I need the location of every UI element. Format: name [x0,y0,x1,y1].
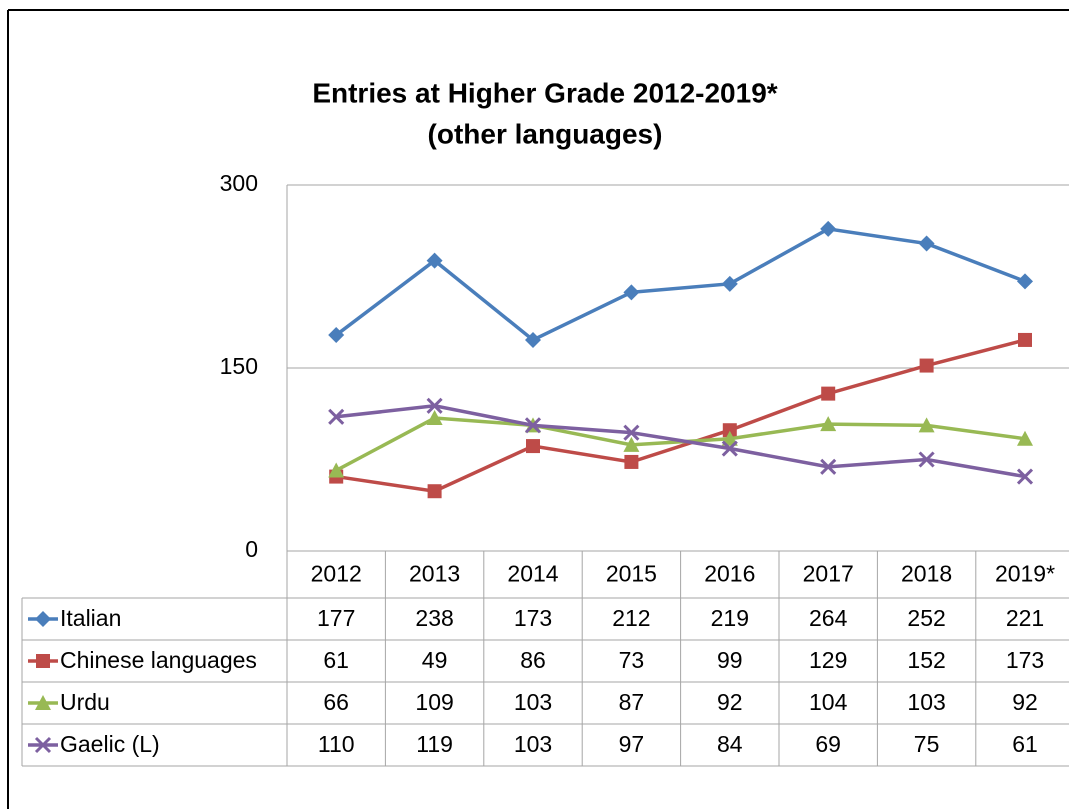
x-tick-label: 2019* [995,561,1055,587]
table-value: 219 [711,605,749,631]
marker [918,451,935,468]
table-value: 86 [520,647,546,673]
marker [721,430,738,446]
marker [1018,332,1032,347]
marker [1016,468,1034,485]
table-value: 73 [619,647,645,673]
x-tick-label: 2013 [409,561,460,587]
marker [328,462,345,478]
table-value: 61 [1012,731,1038,757]
table-value: 212 [612,605,650,631]
x-tick-label: 2012 [311,561,362,587]
legend-marker [36,654,50,668]
table-value: 87 [619,689,645,715]
marker [623,436,640,452]
table-value: 119 [416,731,453,757]
table-value: 97 [619,731,645,757]
marker [427,484,442,499]
marker [623,284,640,301]
table-value: 173 [514,605,552,631]
table-value: 66 [323,689,349,715]
table-value: 129 [809,647,847,673]
x-tick-label: 2016 [704,561,755,587]
x-tick-label: 2015 [606,561,657,587]
marker [820,416,837,432]
table-value: 221 [1006,605,1044,631]
marker [919,358,934,373]
legend-label: Urdu [60,689,110,715]
table-value: 92 [717,689,743,715]
table-value: 152 [907,647,945,673]
table-value: 173 [1006,647,1044,673]
marker [722,423,737,438]
marker [526,439,540,454]
chart-title: Entries at Higher Grade 2012-2019* [312,77,777,108]
table-value: 92 [1012,689,1038,715]
marker [721,440,738,457]
marker [624,454,639,469]
table-value: 84 [717,731,743,757]
marker [525,331,541,348]
chart-subtitle: (other languages) [428,118,663,149]
y-tick-label: 0 [245,536,258,562]
table-value: 109 [415,689,453,715]
table-value: 49 [422,647,448,673]
marker [328,408,345,425]
legend-marker [34,736,52,754]
marker [426,252,443,269]
legend-label: Italian [60,605,121,631]
legend-marker [35,611,51,627]
marker [721,275,738,292]
marker [821,386,836,401]
marker [820,220,837,237]
marker [820,458,837,475]
marker [918,417,935,433]
x-tick-label: 2018 [901,561,952,587]
marker [1017,430,1033,446]
marker [328,327,345,344]
table-value: 75 [914,731,940,757]
table-value: 264 [809,605,848,631]
marker [524,417,542,434]
table-value: 103 [514,689,552,715]
series-line [335,227,1026,342]
x-tick-label: 2017 [803,561,854,587]
table-value: 69 [815,731,841,757]
marker [426,410,443,426]
legend-marker [35,695,51,710]
legend-label: Chinese languages [60,647,257,673]
table-value: 103 [514,731,552,757]
table-value: 103 [907,689,945,715]
table-value: 177 [317,605,355,631]
y-tick-label: 300 [220,170,258,196]
marker [918,235,935,252]
marker [623,424,640,441]
series-line [336,404,1026,479]
x-tick-label: 2014 [507,561,558,587]
series-line [335,338,1026,494]
table-value: 61 [323,647,349,673]
table-value: 104 [809,689,848,715]
marker [1017,273,1033,290]
legend-label: Gaelic (L) [60,731,160,757]
table-value: 99 [717,647,743,673]
table-value: 238 [415,605,453,631]
y-tick-label: 150 [220,353,258,379]
marker [426,397,443,414]
table-value: 110 [318,731,355,757]
table-value: 252 [907,605,945,631]
